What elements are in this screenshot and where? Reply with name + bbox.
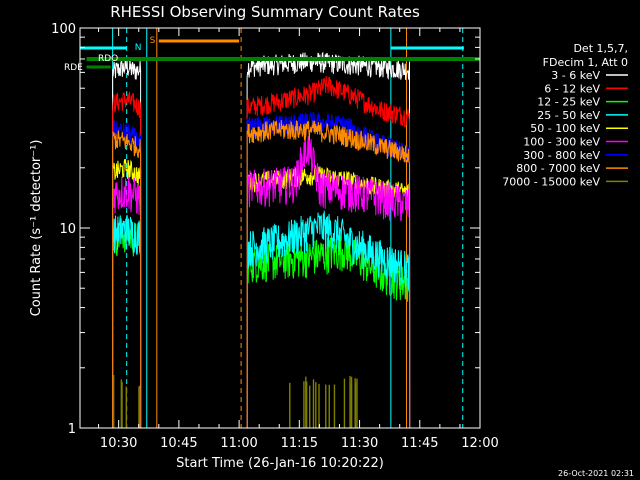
legend-label-5: 100 - 300 keV bbox=[523, 136, 600, 149]
series-5 bbox=[112, 135, 411, 428]
y-tick-label: 100 bbox=[51, 22, 76, 37]
trace-segment bbox=[246, 234, 411, 428]
trace-segment bbox=[112, 57, 142, 428]
legend-label-1: 6 - 12 keV bbox=[544, 82, 600, 95]
legend-label-2: 12 - 25 keV bbox=[537, 96, 600, 109]
x-tick-label: 11:30 bbox=[341, 436, 378, 451]
x-tick-label: 12:00 bbox=[461, 436, 498, 451]
series-8 bbox=[112, 375, 358, 428]
trace-segment bbox=[112, 176, 142, 428]
flag-label-n: N bbox=[135, 43, 142, 53]
legend-label-8: 7000 - 15000 keV bbox=[502, 175, 600, 188]
series-1 bbox=[112, 75, 411, 428]
x-tick-label: 10:30 bbox=[100, 436, 137, 451]
legend-header-1: Det 1,5,7, bbox=[573, 42, 628, 55]
flag-label-s: S bbox=[150, 36, 156, 46]
trace-segment bbox=[246, 135, 411, 428]
flag-label-rd2: RDE bbox=[64, 63, 83, 73]
trace-segment bbox=[112, 215, 142, 428]
x-axis-label: Start Time (26-Jan-16 10:20:22) bbox=[176, 456, 384, 471]
legend-header-2: FDecim 1, Att 0 bbox=[543, 56, 628, 69]
x-tick-label: 11:00 bbox=[220, 436, 257, 451]
y-tick-label: 10 bbox=[59, 222, 76, 237]
trace-segment bbox=[246, 51, 411, 428]
series-7 bbox=[112, 119, 411, 428]
x-tick-label: 10:45 bbox=[160, 436, 197, 451]
trace-segment bbox=[246, 119, 411, 428]
chart-title: RHESSI Observing Summary Count Rates bbox=[110, 3, 420, 21]
y-axis-label: Count Rate (s⁻¹ detector⁻¹) bbox=[29, 140, 44, 317]
y-tick-label: 1 bbox=[68, 422, 76, 437]
legend-label-3: 25 - 50 keV bbox=[537, 109, 600, 122]
plot-area bbox=[112, 28, 464, 428]
trace-segment bbox=[246, 210, 411, 428]
x-axis: 10:30 10:45 11:00 11:15 11:30 11:45 12:00 bbox=[98, 28, 499, 451]
trace-segment bbox=[112, 91, 142, 428]
y-axis: 1 10 100 bbox=[51, 22, 480, 437]
x-tick-label: 11:15 bbox=[281, 436, 318, 451]
x-tick-label: 11:45 bbox=[401, 436, 438, 451]
legend-label-6: 300 - 800 keV bbox=[523, 149, 600, 162]
series-0 bbox=[112, 51, 411, 428]
legend-label-4: 50 - 100 keV bbox=[530, 122, 600, 135]
legend-label-7: 800 - 7000 keV bbox=[516, 162, 600, 175]
footer-date: 26-Oct-2021 02:31 bbox=[558, 469, 634, 478]
legend-label-0: 3 - 6 keV bbox=[551, 69, 600, 82]
flag-label-rd1: RDO bbox=[98, 54, 118, 64]
trace-segment bbox=[246, 75, 411, 428]
trace-segment bbox=[112, 130, 142, 428]
trace-segment bbox=[112, 159, 142, 428]
series-3 bbox=[112, 210, 411, 428]
